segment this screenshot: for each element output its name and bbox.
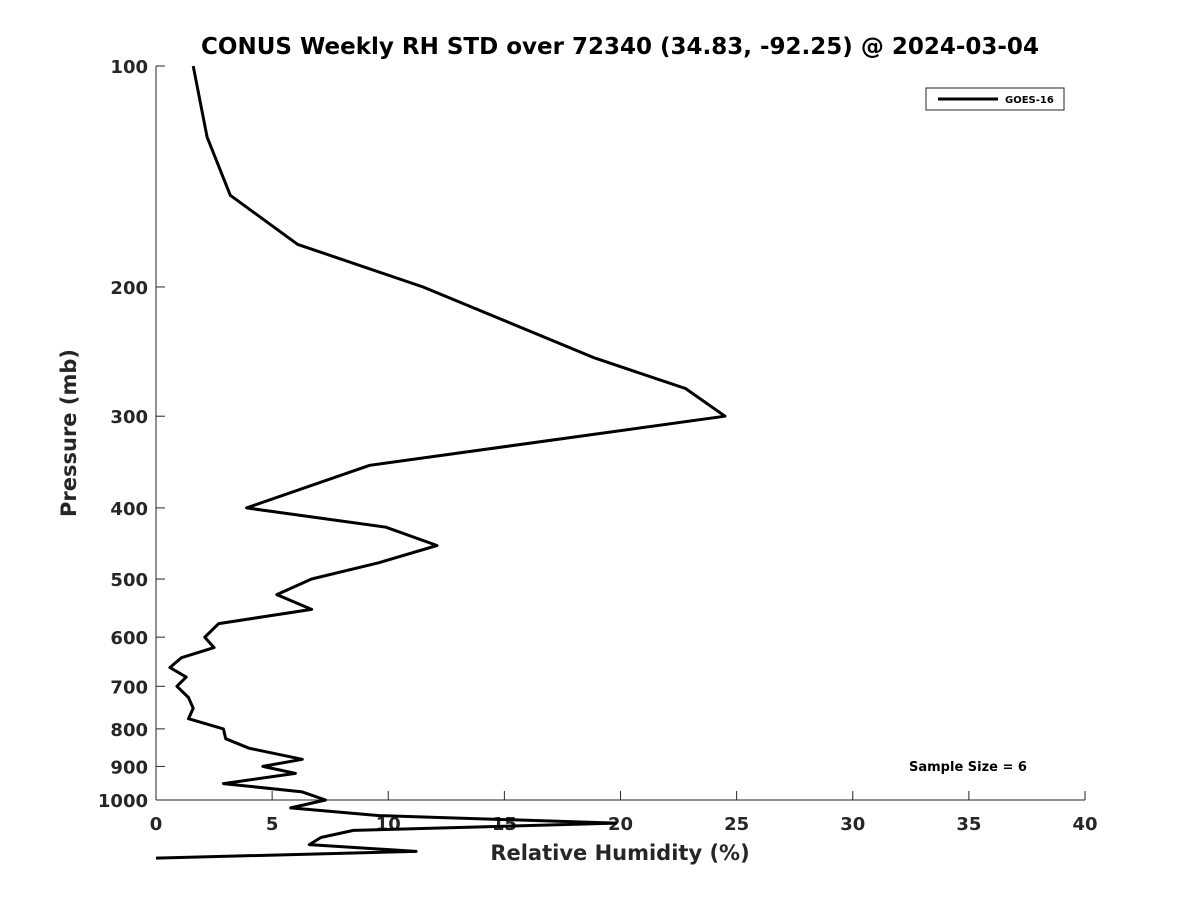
y-tick-label: 600 [110,628,148,649]
x-tick-label: 25 [724,814,749,835]
y-tick-label: 700 [110,677,148,698]
y-tick-label: 800 [110,720,148,741]
legend-label: GOES-16 [1005,95,1054,106]
y-tick-label: 300 [110,407,148,428]
y-tick-label: 1000 [98,791,148,812]
legend: GOES-16 [925,87,1065,111]
x-tick-label: 0 [150,814,163,835]
series-layer [155,65,727,860]
x-tick-label: 20 [608,814,633,835]
sample-size-annotation: Sample Size = 6 [909,760,1027,775]
y-tick-label: 900 [110,757,148,778]
x-axis-ticks: 0 5 10 15 20 25 30 35 40 [150,791,1098,835]
y-tick-label: 500 [110,570,148,591]
y-tick-label: 200 [110,278,148,299]
series-line-goes-16 [155,65,727,860]
y-tick-label: 400 [110,499,148,520]
y-tick-label: 100 [110,57,148,78]
x-tick-label: 30 [840,814,865,835]
y-axis-label: Pressure (mb) [57,349,81,517]
y-axis-ticks: 100 200 300 400 500 600 700 800 900 1000 [98,57,165,812]
chart-title: CONUS Weekly RH STD over 72340 (34.83, -… [201,34,1039,60]
x-tick-label: 5 [266,814,279,835]
x-axis-label: Relative Humidity (%) [490,841,749,865]
x-tick-label: 40 [1072,814,1097,835]
x-tick-label: 35 [956,814,981,835]
